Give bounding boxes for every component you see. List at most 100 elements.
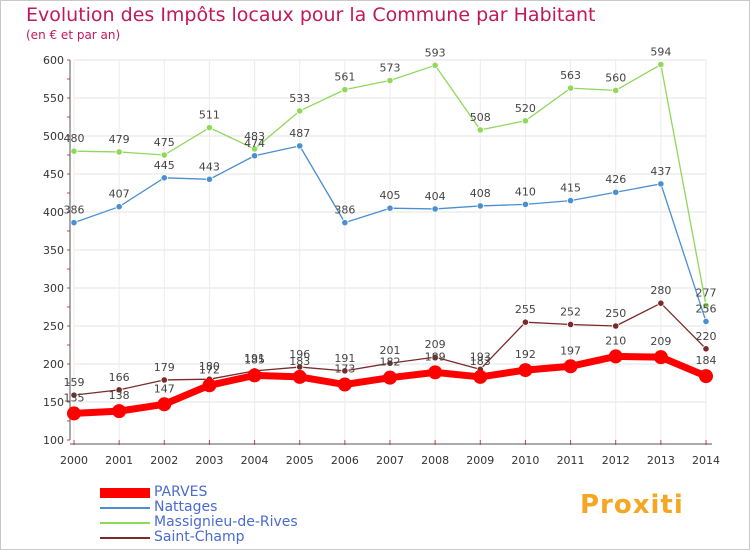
data-point-parves[interactable] xyxy=(608,349,623,364)
data-point-parves[interactable] xyxy=(699,369,713,384)
legend-item-parves[interactable]: PARVES xyxy=(100,485,298,500)
x-tick-label: 2001 xyxy=(105,454,133,467)
legend-item-saint-champ[interactable]: Saint-Champ xyxy=(100,530,298,545)
legend-swatch-nattages xyxy=(100,506,150,509)
data-point-nattages[interactable] xyxy=(657,180,665,188)
y-tick-label: 150 xyxy=(43,396,64,409)
data-point-massignieu-de-rives[interactable] xyxy=(341,86,349,94)
data-point-parves[interactable] xyxy=(337,377,352,392)
data-label-saint-champ: 191 xyxy=(244,352,265,365)
legend-swatch-saint-champ xyxy=(100,536,150,539)
legend-item-massignieu[interactable]: Massignieu-de-Rives xyxy=(100,515,298,530)
data-point-parves[interactable] xyxy=(247,368,262,383)
data-label-massignieu-de-rives: 573 xyxy=(380,62,401,75)
data-label-nattages: 386 xyxy=(64,204,85,217)
data-label-massignieu-de-rives: 475 xyxy=(154,136,175,149)
data-point-parves[interactable] xyxy=(202,378,217,393)
data-point-saint-champ[interactable] xyxy=(566,320,575,329)
x-tick-label: 2006 xyxy=(331,454,359,467)
data-point-massignieu-de-rives[interactable] xyxy=(250,145,259,153)
legend-label-saint-champ: Saint-Champ xyxy=(154,529,245,545)
data-point-saint-champ[interactable] xyxy=(521,318,530,326)
data-point-nattages[interactable] xyxy=(702,317,710,326)
data-label-massignieu-de-rives: 508 xyxy=(470,111,491,124)
data-point-nattages[interactable] xyxy=(115,203,123,211)
data-point-parves[interactable] xyxy=(112,404,127,419)
y-tick-label: 450 xyxy=(43,168,64,181)
data-point-nattages[interactable] xyxy=(70,219,78,227)
data-label-saint-champ: 179 xyxy=(154,361,175,374)
data-point-saint-champ[interactable] xyxy=(386,359,394,367)
x-tick-label: 2011 xyxy=(557,454,585,467)
data-point-massignieu-de-rives[interactable] xyxy=(115,148,123,156)
data-label-nattages: 404 xyxy=(425,190,446,203)
x-tick-label: 2005 xyxy=(286,454,314,467)
data-label-saint-champ: 193 xyxy=(470,350,491,363)
data-point-saint-champ[interactable] xyxy=(115,386,123,394)
data-label-nattages: 405 xyxy=(380,189,401,202)
chart-title: Evolution des Impôts locaux pour la Comm… xyxy=(26,4,596,26)
data-point-massignieu-de-rives[interactable] xyxy=(160,151,168,159)
data-point-massignieu-de-rives[interactable] xyxy=(476,126,484,134)
data-point-saint-champ[interactable] xyxy=(70,391,78,399)
data-label-parves: 172 xyxy=(199,363,220,376)
data-point-massignieu-de-rives[interactable] xyxy=(657,60,665,69)
data-point-massignieu-de-rives[interactable] xyxy=(70,147,78,155)
data-label-nattages: 408 xyxy=(470,187,491,200)
data-point-nattages[interactable] xyxy=(250,152,259,160)
data-point-massignieu-de-rives[interactable] xyxy=(702,301,710,310)
data-point-nattages[interactable] xyxy=(386,204,394,212)
data-point-saint-champ[interactable] xyxy=(657,299,665,307)
data-point-massignieu-de-rives[interactable] xyxy=(566,84,575,92)
data-label-parves: 209 xyxy=(650,335,671,348)
data-point-parves[interactable] xyxy=(157,397,172,412)
data-point-massignieu-de-rives[interactable] xyxy=(431,61,439,69)
data-point-saint-champ[interactable] xyxy=(431,353,439,361)
data-label-parves: 138 xyxy=(109,389,130,402)
data-label-massignieu-de-rives: 593 xyxy=(425,46,446,59)
x-tick-label: 2010 xyxy=(511,454,539,467)
data-point-massignieu-de-rives[interactable] xyxy=(521,117,530,125)
legend-item-nattages[interactable]: Nattages xyxy=(100,500,298,515)
y-tick-label: 200 xyxy=(43,358,64,371)
data-point-saint-champ[interactable] xyxy=(160,376,168,384)
data-point-parves[interactable] xyxy=(473,369,488,384)
data-point-nattages[interactable] xyxy=(296,142,304,150)
data-point-saint-champ[interactable] xyxy=(702,345,710,353)
data-point-parves[interactable] xyxy=(653,350,668,365)
data-point-nattages[interactable] xyxy=(476,202,484,210)
x-tick-label: 2009 xyxy=(466,454,494,467)
data-point-nattages[interactable] xyxy=(160,174,168,182)
data-point-massignieu-de-rives[interactable] xyxy=(386,76,394,85)
data-point-parves[interactable] xyxy=(67,406,81,421)
x-tick-label: 2013 xyxy=(647,454,675,467)
legend-label-parves: PARVES xyxy=(154,484,208,500)
data-label-massignieu-de-rives: 560 xyxy=(605,71,626,84)
data-point-saint-champ[interactable] xyxy=(612,322,620,330)
data-point-parves[interactable] xyxy=(563,359,578,374)
data-point-parves[interactable] xyxy=(518,363,533,378)
data-point-nattages[interactable] xyxy=(431,205,439,213)
x-tick-label: 2002 xyxy=(150,454,178,467)
x-tick-label: 2000 xyxy=(60,454,88,467)
data-point-nattages[interactable] xyxy=(612,188,620,196)
y-tick-label: 500 xyxy=(43,130,64,143)
data-labels: 159 166 179 180 191 196 191 201 209 193 255 252 250 2… xyxy=(64,46,717,405)
data-label-nattages: 386 xyxy=(334,204,355,217)
data-point-massignieu-de-rives[interactable] xyxy=(612,86,620,95)
data-point-parves[interactable] xyxy=(383,370,397,385)
data-label-nattages: 487 xyxy=(289,127,310,140)
data-point-massignieu-de-rives[interactable] xyxy=(296,107,304,115)
data-label-parves: 192 xyxy=(515,348,536,361)
data-point-parves[interactable] xyxy=(428,365,443,380)
data-label-massignieu-de-rives: 483 xyxy=(244,130,265,143)
data-point-saint-champ[interactable] xyxy=(341,367,349,375)
data-point-massignieu-de-rives[interactable] xyxy=(205,124,214,132)
data-point-nattages[interactable] xyxy=(521,200,530,208)
data-label-parves: 183 xyxy=(470,355,491,368)
data-point-nattages[interactable] xyxy=(205,175,214,183)
data-point-parves[interactable] xyxy=(292,369,307,384)
data-point-nattages[interactable] xyxy=(341,219,349,227)
data-point-nattages[interactable] xyxy=(566,197,575,205)
